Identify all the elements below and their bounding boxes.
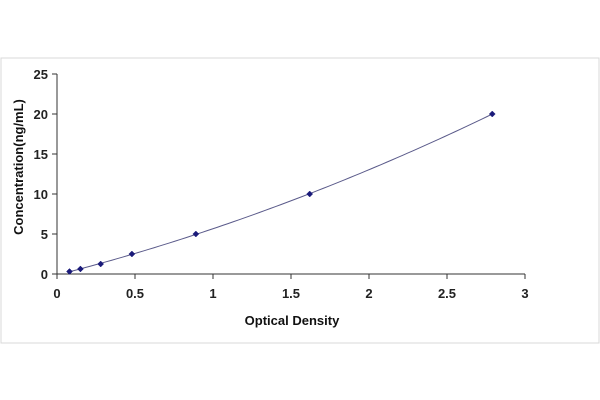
fit-curve (69, 113, 493, 273)
data-point (488, 110, 496, 118)
data-point (97, 260, 105, 268)
y-tick-label: 10 (34, 187, 48, 202)
data-point (192, 230, 200, 238)
x-tick-label: 1 (209, 286, 216, 301)
x-axis-title: Optical Density (245, 313, 340, 328)
y-tick-label: 15 (34, 147, 48, 162)
plot-area: 0 5 10 15 20 25 0 0.5 1 1.5 2 2.5 3 (34, 67, 529, 301)
x-tick-label: 0 (53, 286, 60, 301)
data-point (66, 268, 73, 275)
y-tick-label: 0 (41, 267, 48, 282)
x-tick-label: 1.5 (282, 286, 300, 301)
data-point (77, 265, 84, 273)
y-axis-title: Concentration(ng/mL) (11, 99, 26, 235)
y-tick-label: 5 (41, 227, 48, 242)
chart-border (0, 57, 600, 344)
data-point (306, 190, 314, 198)
x-tick-label: 2 (365, 286, 372, 301)
y-tick-label: 25 (34, 67, 48, 82)
data-point (128, 250, 136, 258)
x-tick-label: 3 (521, 286, 528, 301)
x-tick-label: 2.5 (438, 286, 456, 301)
x-tick-label: 0.5 (126, 286, 144, 301)
y-tick-label: 20 (34, 107, 48, 122)
